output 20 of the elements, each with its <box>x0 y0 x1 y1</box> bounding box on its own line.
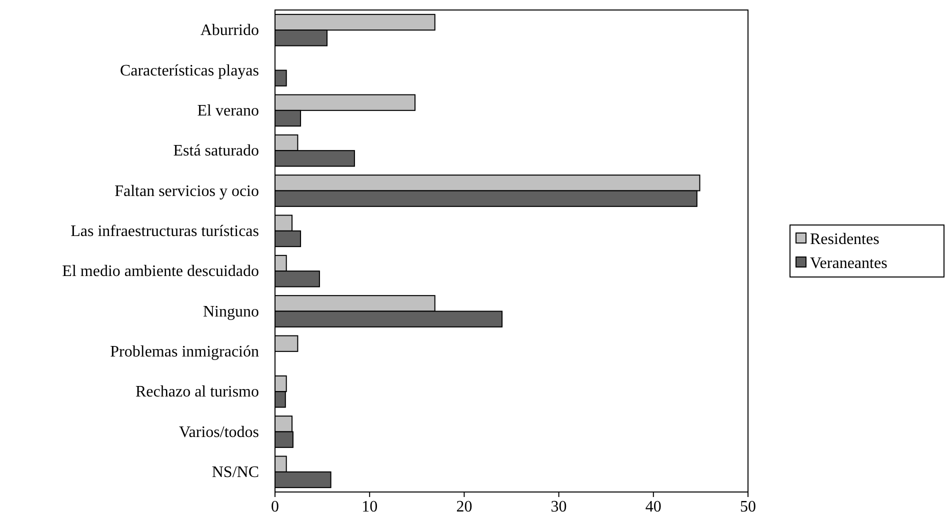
y-tick-label: El verano <box>197 102 259 120</box>
y-tick-label: El medio ambiente descuidado <box>62 263 259 280</box>
y-tick-label: Características playas <box>120 62 259 80</box>
x-tick-label: 50 <box>740 498 756 516</box>
legend-label: Veraneantes <box>810 255 888 272</box>
y-tick-label: Problemas inmigración <box>110 344 259 361</box>
y-tick-label: Ninguno <box>203 303 259 320</box>
y-tick-label: Faltan servicios y ocio <box>114 182 259 200</box>
y-tick-label: NS/NC <box>212 464 259 482</box>
x-tick-label: 30 <box>550 498 567 516</box>
y-tick-label: Aburrido <box>200 22 259 40</box>
y-tick-label: Las infraestructuras turísticas <box>70 223 259 240</box>
y-tick-label: Varios/todos <box>179 424 259 441</box>
y-tick-label: Rechazo al turismo <box>135 384 259 401</box>
x-tick-label: 0 <box>271 498 279 516</box>
x-tick-label: 20 <box>456 498 472 516</box>
x-tick-label: 40 <box>645 498 662 516</box>
legend-label: Residentes <box>810 231 880 248</box>
x-tick-label: 10 <box>362 498 378 516</box>
y-tick-label: Está saturado <box>173 142 259 160</box>
